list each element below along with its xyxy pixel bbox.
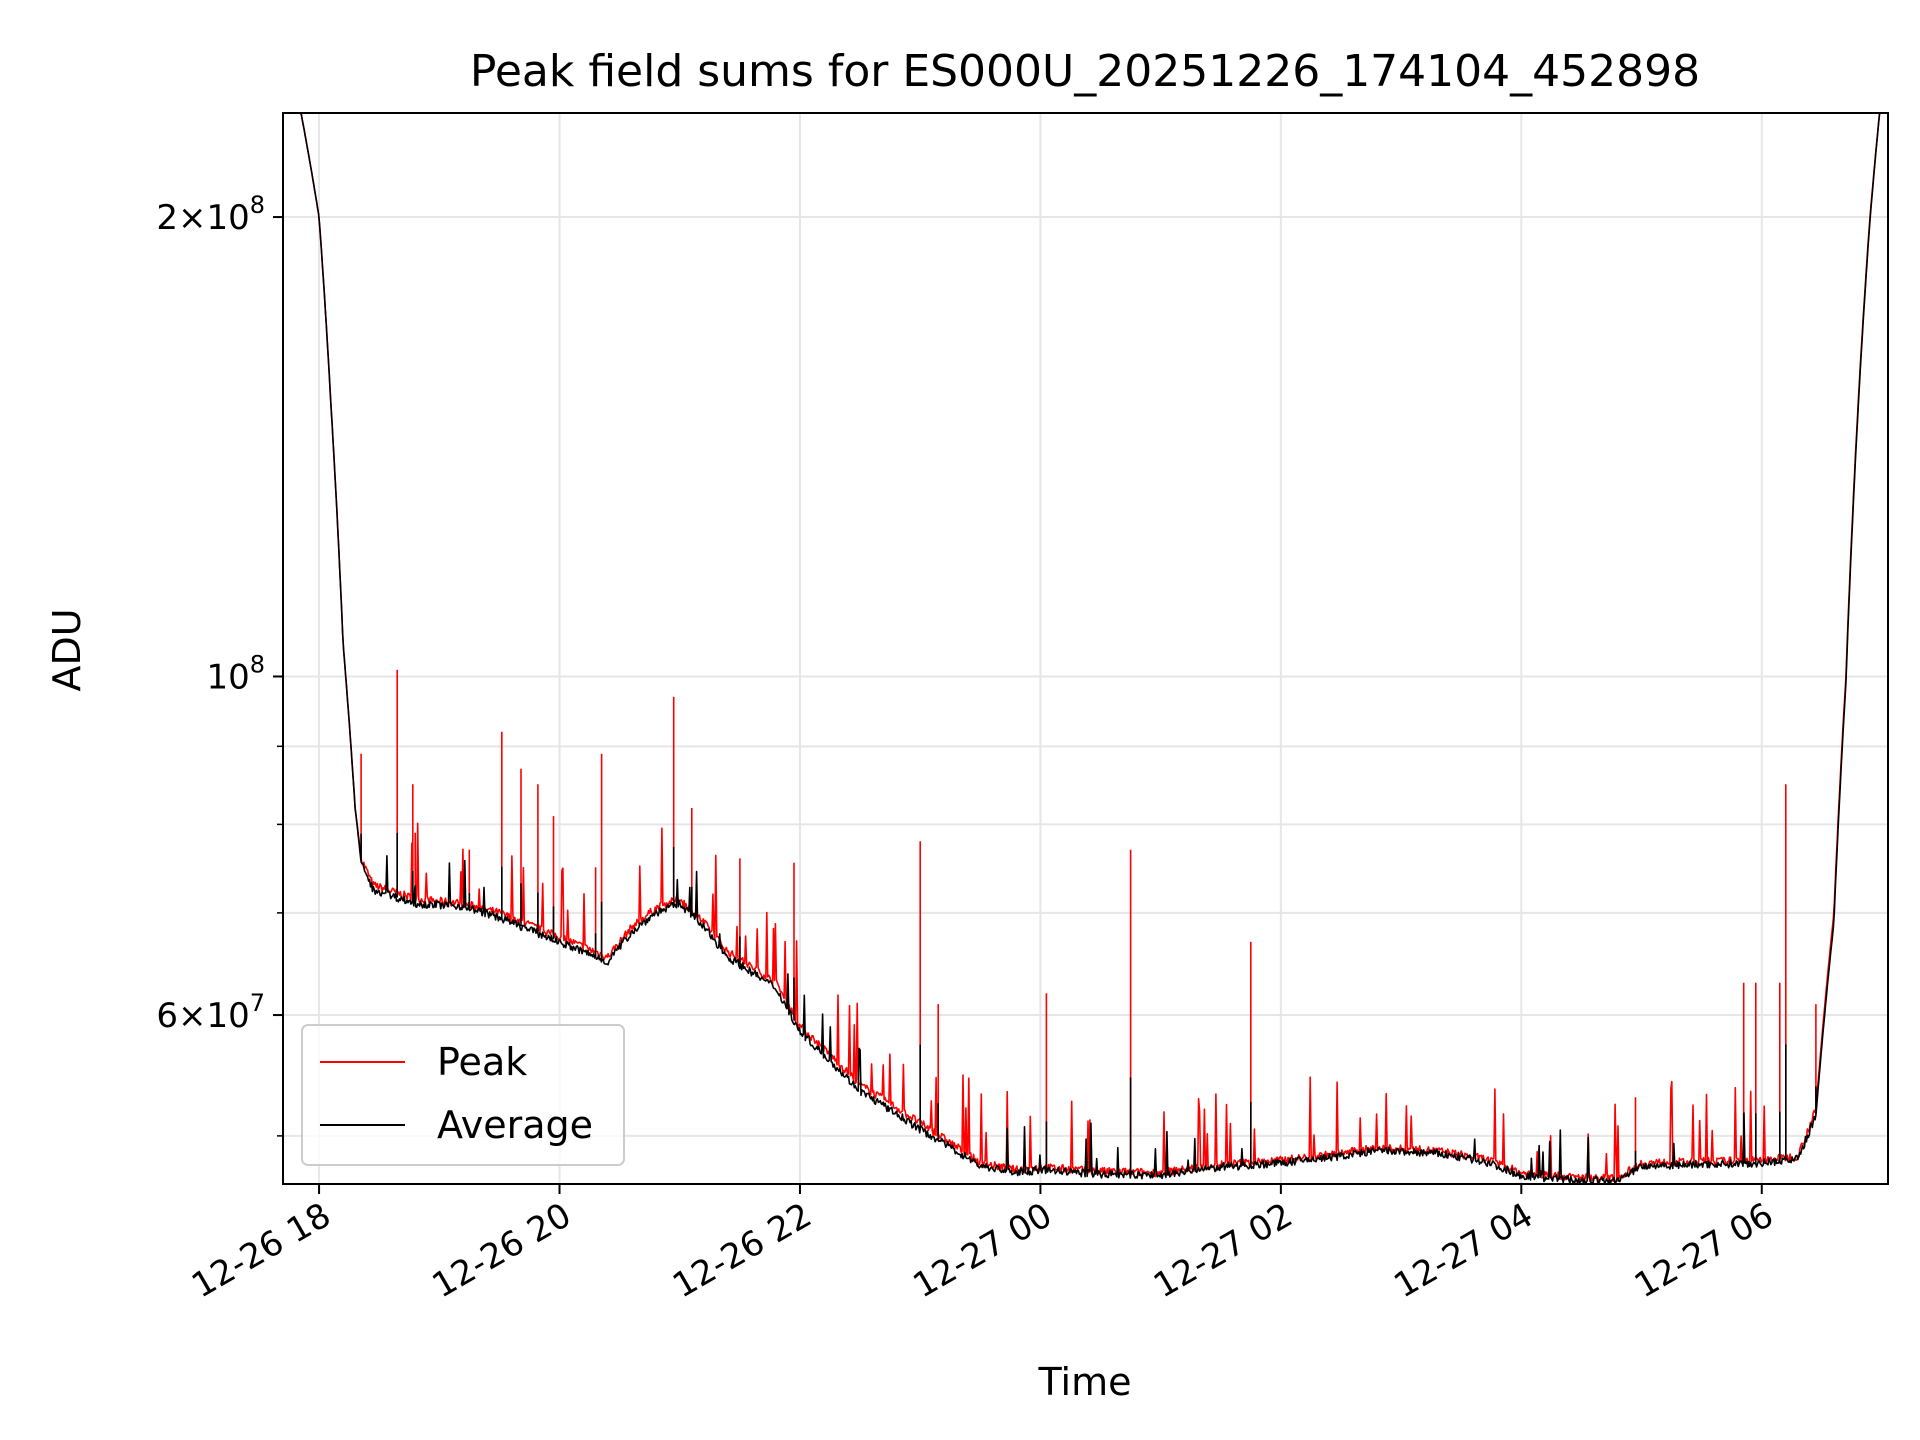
series-layer [283,113,1888,1184]
y-axis-label: ADU [45,608,89,691]
chart-title: Peak field sums for ES000U_20251226_1741… [470,46,1700,97]
series-line-average [283,113,1888,1184]
y-tick-label: 108 [206,650,265,697]
legend-label-average: Average [437,1103,593,1147]
y-tick-label: 2×108 [156,191,265,238]
legend-label-peak: Peak [437,1040,527,1084]
grid-layer [283,113,1888,1184]
legend-box [301,1024,625,1166]
x-axis-label: Time [1038,1360,1132,1404]
y-tick-label: 6×107 [156,989,265,1036]
plot-frame [282,112,1889,1185]
legend: Peak Average [301,1024,625,1166]
y-axis: 2×108 108 6×107 [156,191,283,1137]
